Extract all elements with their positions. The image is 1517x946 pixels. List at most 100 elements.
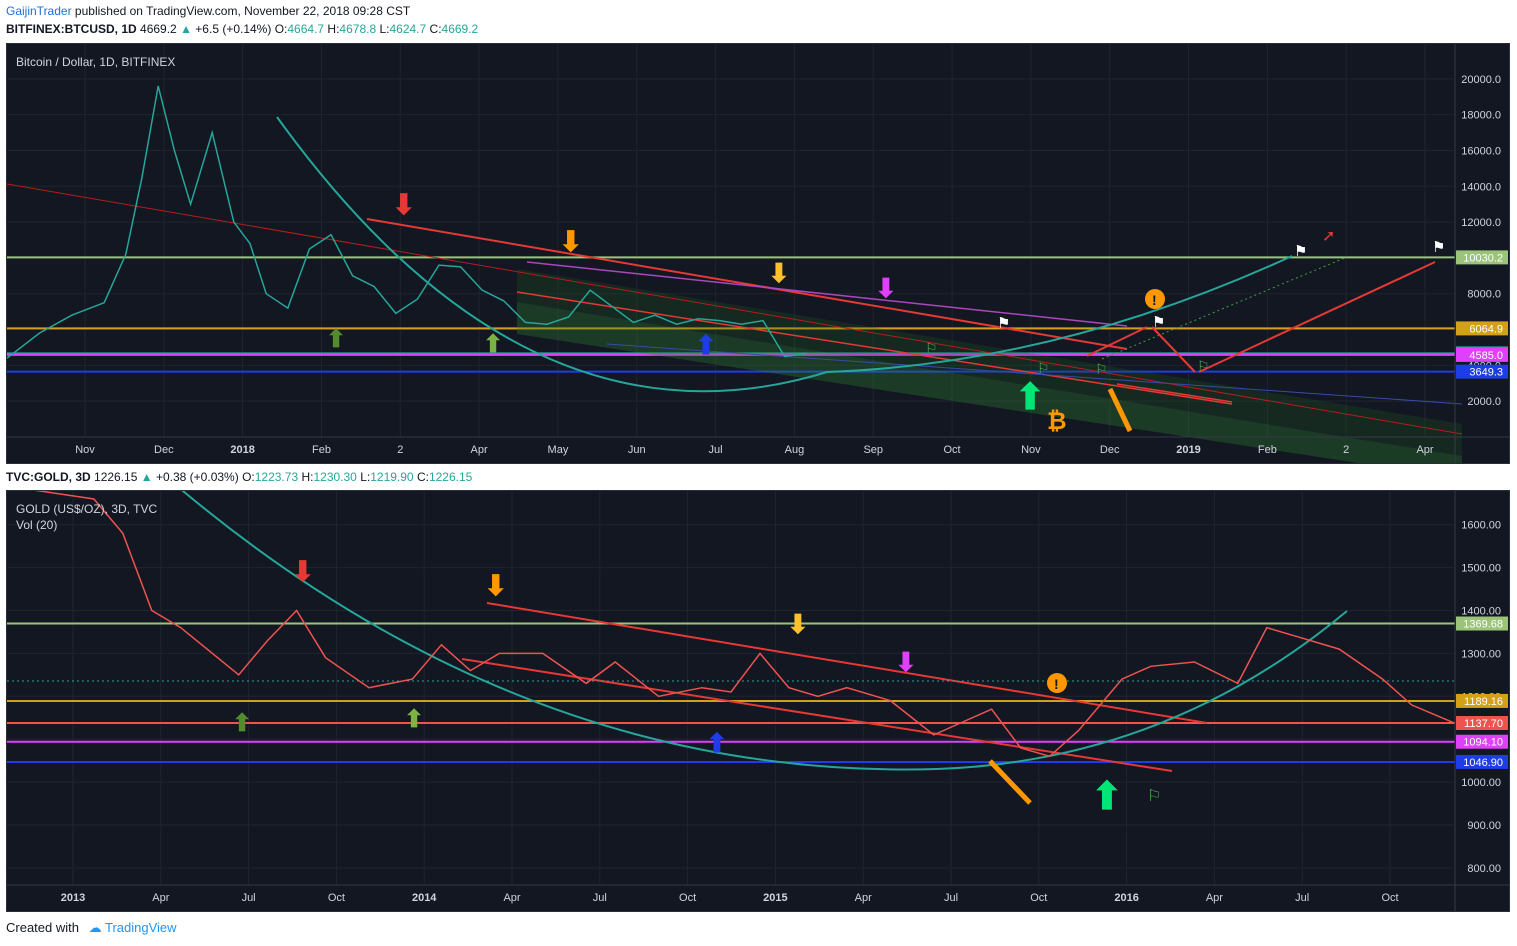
gold-x-tick-label: Oct — [1030, 892, 1047, 904]
volume-label: Vol (20) — [16, 518, 57, 532]
btc-y-tick-label: 14000.0 — [1461, 181, 1501, 193]
btc-blue-lower-line — [606, 343, 1463, 405]
green-flag-icon-3: ⚐ — [1095, 361, 1108, 377]
btc-projection-arrow-1 — [1086, 326, 1148, 357]
gold-x-tick-label: Oct — [679, 892, 696, 904]
btc-l-label: L: — [379, 22, 390, 36]
tradingview-logo-icon: ☁ — [88, 920, 102, 935]
btc-red-lower-line — [516, 291, 1233, 405]
gold-y-tick-label: 800.00 — [1467, 863, 1501, 875]
author-link[interactable]: GaijinTrader — [6, 4, 72, 18]
gold-y-tick-label: 900.00 — [1467, 820, 1501, 832]
btc-chart-title: Bitcoin / Dollar, 1D, BITFINEX — [16, 55, 175, 69]
btc-levels — [7, 256, 1455, 373]
btc-chart[interactable]: ⬇ ⬇ ⬇ ⬇ ⬆ ⬆ ⬆ ⬆ ₿ ! ⚐ ⚐ ⚐ ⚐ ⚑ ⚑ ⚑ ⚑ ➚ 20… — [6, 44, 1509, 479]
gold-level-tag-label: 1137.70 — [1464, 718, 1503, 730]
green-up-arrow-icon: ⬆ — [326, 326, 346, 353]
btc-projection-arrow-3 — [1198, 261, 1436, 373]
gold-level-tag — [1456, 754, 1508, 769]
btc-time-axis: Nov Dec 2018 Feb 2 Apr May Jun Jul Aug Sep Oct Nov De… — [7, 436, 1509, 456]
gold-warning-icon — [1047, 673, 1067, 693]
publish-info: GaijinTrader published on TradingView.co… — [6, 4, 410, 18]
btc-open: 4664.7 — [287, 22, 325, 36]
gold-red-trendline — [486, 602, 1208, 724]
gold-change: +0.38 (+0.03%) — [155, 470, 239, 484]
btc-x-tick-label: 2 — [1343, 444, 1349, 456]
yellow-down-arrow-icon: ⬇ — [768, 258, 790, 288]
gold-parabola — [176, 485, 1348, 771]
btc-o-label: O: — [274, 22, 288, 36]
gold-x-tick-label: 2016 — [1114, 892, 1138, 904]
gold-chart-panel[interactable]: ⬇ ⬇ ⬇ ⬇ ⬆ ⬆ ⬆ ⬆ ⚐ ! 800.00 900.00 1000.00 1… — [6, 485, 1510, 912]
btc-x-tick-label: Feb — [312, 444, 331, 456]
gold-level-tag-label: 1189.16 — [1464, 696, 1503, 708]
gold-level-tag — [1456, 616, 1508, 631]
gold-level-tag — [1456, 693, 1508, 708]
gold-price-axis: 800.00900.001000.001100.001200.001300.00… — [1454, 491, 1508, 911]
btc-x-tick-label: Feb — [1258, 444, 1277, 456]
btc-y-tick-label: 20000.0 — [1461, 74, 1501, 86]
gold-markers: ⬇ ⬇ ⬇ ⬇ ⬆ ⬆ ⬆ ⬆ ⚐ ! — [232, 556, 1161, 818]
btc-grid — [7, 44, 1455, 437]
btc-x-tick-label: Jul — [709, 444, 723, 456]
gold-y-tick-label: 1600.00 — [1461, 520, 1501, 532]
btc-level-tag — [1456, 347, 1508, 362]
bitcoin-icon: ₿ — [1047, 408, 1067, 435]
gold-low: 1219.90 — [370, 470, 414, 484]
btc-x-tick-label: May — [548, 444, 569, 456]
btc-x-tick-label: Dec — [1100, 444, 1120, 456]
gold-x-tick-label: Jul — [944, 892, 958, 904]
gold-symbol: TVC:GOLD, 3D — [6, 470, 91, 484]
gold-level-tag-label: 1369.68 — [1463, 619, 1503, 631]
btc-drawings — [6, 116, 1463, 479]
btc-purple-trendline — [526, 261, 1128, 327]
gold-price-line — [6, 485, 1456, 758]
orange-down-arrow-icon: ⬇ — [559, 226, 582, 257]
btc-last: 4669.2 — [140, 22, 177, 36]
gold-green-up-arrow-icon-2: ⬆ — [404, 706, 424, 733]
blue-up-arrow-icon: ⬆ — [695, 330, 717, 360]
rocket-icon: ➚ — [1322, 228, 1335, 245]
btc-y-tick-label: 8000.0 — [1467, 289, 1501, 301]
gold-blue-up-arrow-icon: ⬆ — [706, 728, 728, 758]
gold-chart[interactable]: ⬇ ⬇ ⬇ ⬇ ⬆ ⬆ ⬆ ⬆ ⚐ ! 800.00 900.00 1000.00 1… — [6, 485, 1509, 911]
gold-x-tick-label: Jul — [242, 892, 256, 904]
btc-x-tick-label: Nov — [1021, 444, 1041, 456]
gold-legend: TVC:GOLD, 3D 1226.15 ▲ +0.38 (+0.03%) O:… — [6, 470, 472, 484]
green-flag-icon: ⚐ — [925, 340, 938, 356]
btc-x-tick-label: Aug — [785, 444, 805, 456]
red-down-arrow-icon: ⬇ — [392, 189, 415, 220]
btc-channel-fill-2 — [517, 269, 1462, 456]
tradingview-link[interactable]: TradingView — [105, 920, 177, 935]
btc-level-tag-label: 6064.9 — [1469, 323, 1503, 335]
gold-h-label: H: — [301, 470, 314, 484]
gold-last: 1226.15 — [94, 470, 138, 484]
gold-o-label: O: — [242, 470, 255, 484]
btc-x-tick-label: Nov — [75, 444, 95, 456]
btc-x-tick-label: 2 — [397, 444, 403, 456]
btc-x-tick-label: Jun — [628, 444, 646, 456]
gold-x-tick-label: 2015 — [763, 892, 787, 904]
gold-x-tick-label: Apr — [152, 892, 169, 904]
green-flag-icon-4: ⚐ — [1197, 358, 1210, 374]
btc-red-trendline — [366, 218, 1128, 350]
btc-level-tag-label: 3649.3 — [1469, 367, 1503, 379]
gold-levels — [7, 622, 1455, 763]
btc-level-tag-label: 4585.0 — [1469, 350, 1503, 362]
btc-c-label: C: — [429, 22, 442, 36]
btc-x-tick-label: 2018 — [230, 444, 254, 456]
btc-y-tick-label: 2000.0 — [1467, 396, 1501, 408]
warning-icon — [1145, 289, 1165, 309]
gold-y-tick-label: 1400.00 — [1461, 606, 1501, 618]
btc-level-tag — [1456, 364, 1508, 379]
gold-warning-icon-glyph: ! — [1054, 676, 1059, 692]
btc-level-tag — [1456, 321, 1508, 336]
btc-projection-arrow-4 — [1116, 383, 1233, 403]
btc-chart-panel[interactable]: ⬇ ⬇ ⬇ ⬇ ⬆ ⬆ ⬆ ⬆ ₿ ! ⚐ ⚐ ⚐ ⚐ ⚑ ⚑ ⚑ ⚑ ➚ 20… — [6, 43, 1510, 479]
bright-green-up-arrow-icon: ⬆ — [1015, 376, 1045, 417]
gold-level-tag-label: 1094.10 — [1463, 737, 1503, 749]
gold-bright-green-up-arrow-icon: ⬆ — [1091, 776, 1123, 818]
gold-y-tick-label: 1000.00 — [1461, 777, 1501, 789]
checkered-flag-icon-4: ⚑ — [1432, 239, 1445, 256]
gold-high: 1230.30 — [313, 470, 357, 484]
